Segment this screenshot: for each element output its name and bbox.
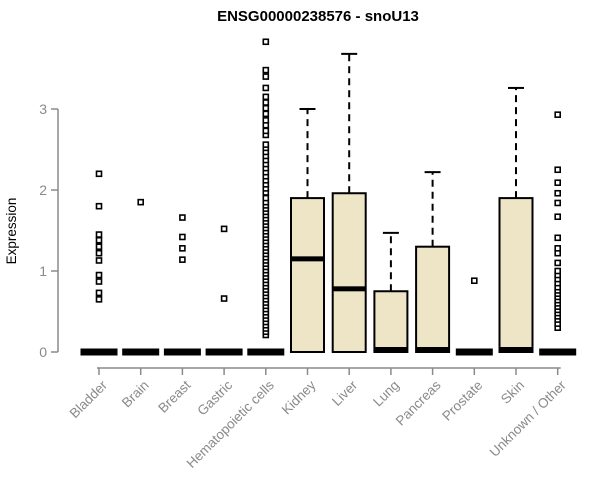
x-tick-label: Prostate bbox=[439, 378, 485, 424]
outlier-point bbox=[554, 179, 562, 187]
outlier-point bbox=[554, 259, 562, 267]
outlier-point bbox=[95, 271, 103, 279]
collapsed-box-bar bbox=[80, 348, 118, 356]
collapsed-box-bar bbox=[163, 348, 201, 356]
outlier-point bbox=[95, 231, 103, 238]
outlier-point bbox=[554, 111, 562, 118]
box bbox=[290, 197, 325, 353]
outlier-point bbox=[262, 84, 270, 92]
median-line bbox=[332, 286, 366, 292]
outlier-point bbox=[95, 170, 103, 178]
outlier-point bbox=[262, 104, 270, 112]
box-marks bbox=[80, 38, 577, 356]
y-axis-label: Expression bbox=[4, 198, 19, 265]
outlier-point bbox=[179, 233, 186, 241]
x-tick-label: Gastric bbox=[194, 377, 235, 418]
outlier-point bbox=[262, 73, 270, 80]
outlier-point bbox=[262, 141, 270, 148]
box bbox=[415, 245, 451, 353]
median-line bbox=[499, 347, 533, 352]
x-tick-label: Pancreas bbox=[393, 377, 444, 428]
outlier-point bbox=[95, 249, 103, 257]
y-tick-label: 1 bbox=[39, 263, 47, 279]
x-tick-label: Lung bbox=[370, 378, 402, 410]
outlier-point bbox=[95, 289, 103, 297]
box bbox=[331, 192, 367, 353]
outlier-point bbox=[554, 199, 562, 207]
collapsed-box-bar bbox=[122, 348, 160, 356]
outlier-point bbox=[262, 93, 270, 101]
outlier-point bbox=[179, 256, 186, 263]
y-tick-label: 0 bbox=[39, 344, 47, 360]
median-line bbox=[416, 347, 450, 352]
outlier-point bbox=[262, 194, 270, 202]
x-tick-label: Liver bbox=[329, 377, 361, 409]
outlier-point bbox=[554, 267, 562, 275]
outlier-point bbox=[262, 66, 270, 74]
x-tick-label: Breast bbox=[155, 377, 193, 415]
y-tick-label: 3 bbox=[39, 101, 47, 117]
x-tick-label: Kidney bbox=[279, 377, 319, 417]
chart-title: ENSG00000238576 - snoU13 bbox=[217, 8, 419, 25]
collapsed-box-bar bbox=[455, 348, 493, 356]
outlier-point bbox=[137, 198, 144, 206]
collapsed-box-bar bbox=[205, 348, 243, 356]
x-tick-label: Unknown / Other bbox=[487, 377, 570, 460]
outlier-point bbox=[262, 127, 270, 135]
collapsed-box-bar bbox=[539, 348, 577, 356]
outlier-point bbox=[220, 295, 228, 302]
box bbox=[498, 197, 534, 353]
outlier-point bbox=[262, 99, 270, 106]
outlier-point bbox=[220, 225, 228, 233]
outlier-point bbox=[470, 277, 478, 285]
outlier-point bbox=[554, 166, 562, 174]
outlier-point bbox=[95, 296, 103, 303]
collapsed-box-bar bbox=[247, 348, 285, 356]
x-tick-label: Skin bbox=[498, 378, 527, 407]
x-tick-label: Bladder bbox=[67, 377, 111, 421]
median-line bbox=[291, 256, 324, 262]
outlier-point bbox=[262, 38, 270, 46]
box bbox=[373, 290, 409, 353]
x-tick-label: Brain bbox=[119, 378, 152, 411]
outlier-point bbox=[554, 189, 562, 197]
outlier-point bbox=[179, 214, 186, 221]
y-tick-label: 2 bbox=[39, 182, 47, 198]
outlier-point bbox=[95, 278, 103, 285]
outlier-point bbox=[179, 245, 186, 252]
outlier-point bbox=[95, 236, 103, 244]
outlier-point bbox=[262, 117, 270, 124]
outlier-point bbox=[95, 257, 103, 264]
outlier-point bbox=[262, 110, 270, 118]
outlier-point bbox=[554, 234, 562, 242]
outlier-point bbox=[554, 213, 562, 221]
median-line bbox=[374, 347, 408, 352]
outlier-point bbox=[95, 243, 103, 250]
outlier-point bbox=[554, 245, 562, 252]
outlier-point bbox=[95, 202, 103, 210]
